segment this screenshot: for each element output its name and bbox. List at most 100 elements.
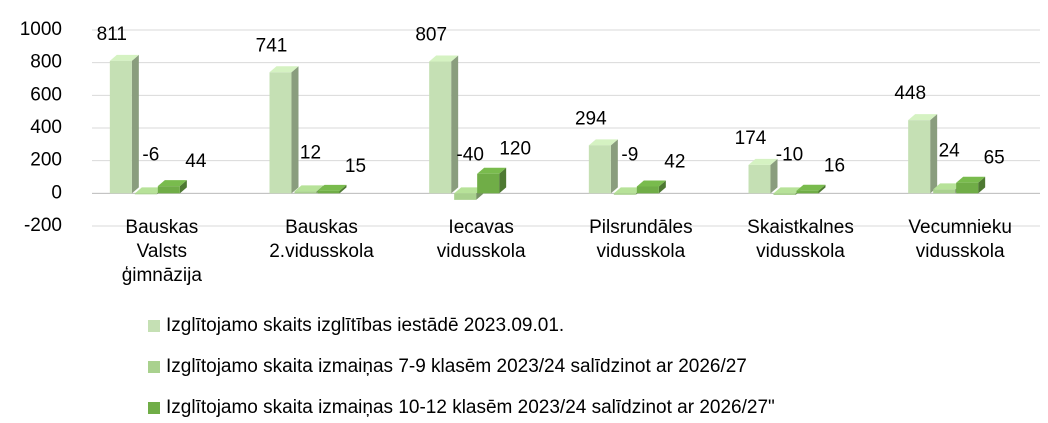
legend-swatch — [148, 320, 160, 332]
data-label: 65 — [984, 148, 1005, 169]
data-label: 120 — [499, 139, 531, 160]
x-tick-label-line: vidusskola — [437, 241, 526, 262]
bar-front — [773, 193, 796, 195]
bar-top — [317, 184, 347, 191]
data-label: 741 — [256, 35, 288, 56]
data-label: 12 — [300, 142, 321, 163]
legend-label: Izglītojamo skaita izmaiņas 10-12 klasēm… — [166, 397, 775, 418]
data-label: 24 — [939, 140, 961, 161]
bar-front — [477, 173, 500, 194]
bar-side — [291, 66, 299, 194]
bar — [157, 180, 187, 194]
bar-top — [109, 54, 139, 61]
data-label: 15 — [345, 156, 366, 177]
y-tick-label: 800 — [30, 52, 62, 73]
bar-front — [613, 193, 636, 195]
bar — [429, 55, 459, 194]
x-tick-label: Skaistkalnes vidusskola — [747, 217, 854, 262]
bar-top — [157, 180, 187, 187]
legend-swatch — [148, 402, 160, 414]
x-tick-label: Vecumnieku vidusskola — [908, 217, 1012, 262]
bar-side — [131, 54, 139, 194]
bar-front — [294, 191, 317, 194]
bar — [477, 167, 507, 194]
data-label: 16 — [824, 156, 845, 177]
data-label: 448 — [894, 83, 926, 104]
bar — [269, 66, 299, 194]
bar-front — [317, 190, 340, 194]
data-label: 811 — [97, 24, 127, 45]
bar-side — [179, 180, 187, 194]
bar — [748, 158, 778, 194]
bar — [796, 184, 826, 194]
bar-side — [339, 184, 347, 194]
bar-side — [930, 114, 938, 194]
bar — [109, 54, 139, 194]
bar-front — [748, 164, 771, 194]
bar-front — [588, 145, 611, 194]
bar-front — [454, 193, 477, 200]
bar-side — [499, 167, 507, 194]
x-tick-label: Bauskas 2.vidusskola — [269, 217, 374, 262]
x-tick-label-line: Bauskas — [285, 217, 358, 238]
bar-side — [451, 55, 459, 194]
bar-top — [454, 187, 484, 194]
x-tick-label-line: Skaistkalnes — [747, 217, 854, 238]
bar-front — [796, 190, 819, 194]
x-tick-label: Bauskas Valsts ģimnāzija — [122, 217, 203, 286]
x-tick-label-line: vidusskola — [916, 241, 1005, 262]
x-tick-label: Pilsrundāles vidusskola — [589, 217, 693, 262]
bar-side — [978, 176, 986, 194]
y-tick-label: 600 — [30, 84, 62, 105]
bar — [317, 184, 347, 194]
bar — [956, 176, 986, 194]
x-tick-label-line: Bauskas — [125, 217, 198, 238]
bar — [588, 139, 618, 194]
bar-top — [773, 187, 803, 194]
bar-side — [610, 139, 618, 194]
data-label: -40 — [456, 144, 483, 165]
bar-side — [658, 180, 666, 194]
bar-front — [429, 61, 452, 194]
data-label: 174 — [735, 128, 767, 149]
x-tick-label-line: Pilsrundāles — [589, 217, 693, 238]
y-tick-label: 0 — [51, 182, 62, 203]
bar-top — [294, 185, 324, 192]
data-label: 44 — [185, 151, 207, 172]
bar-top — [477, 167, 507, 174]
y-tick-label: 200 — [30, 150, 62, 171]
data-label: 42 — [664, 151, 685, 172]
x-tick-label-line: Valsts — [137, 241, 187, 262]
bar-top — [796, 184, 826, 191]
bar — [908, 114, 938, 194]
bar-front — [908, 120, 931, 194]
x-tick-label-line: 2.vidusskola — [269, 241, 374, 262]
y-tick-label: -200 — [24, 215, 62, 236]
bar — [636, 180, 666, 194]
bar-front — [636, 186, 659, 194]
data-label: 294 — [575, 108, 607, 129]
x-tick-label-line: vidusskola — [756, 241, 845, 262]
x-tick-label-line: ģimnāzija — [122, 265, 203, 286]
bar-top — [269, 66, 299, 73]
bar-top — [429, 55, 459, 62]
x-tick-label-line: Vecumnieku — [908, 217, 1012, 238]
bar-side — [818, 184, 826, 194]
legend-label: Izglītojamo skaita izmaiņas 7-9 klasēm 2… — [166, 356, 747, 377]
legend-swatch — [148, 361, 160, 373]
x-tick-label-line: Iecavas — [448, 217, 513, 238]
x-tick-label: Iecavas vidusskola — [437, 217, 526, 262]
bar-front — [269, 72, 292, 194]
legend-label: Izglītojamo skaits izglītības iestādē 20… — [166, 315, 564, 336]
bar-side — [770, 158, 778, 194]
bar-top — [134, 187, 164, 194]
y-tick-label: 400 — [30, 117, 62, 138]
bar-top — [908, 114, 938, 121]
bar-top — [933, 183, 963, 190]
bar-front — [933, 189, 956, 194]
data-label: 807 — [415, 25, 447, 46]
bar-front — [109, 60, 132, 194]
x-tick-label-line: vidusskola — [596, 241, 685, 262]
data-label: -9 — [621, 144, 638, 165]
